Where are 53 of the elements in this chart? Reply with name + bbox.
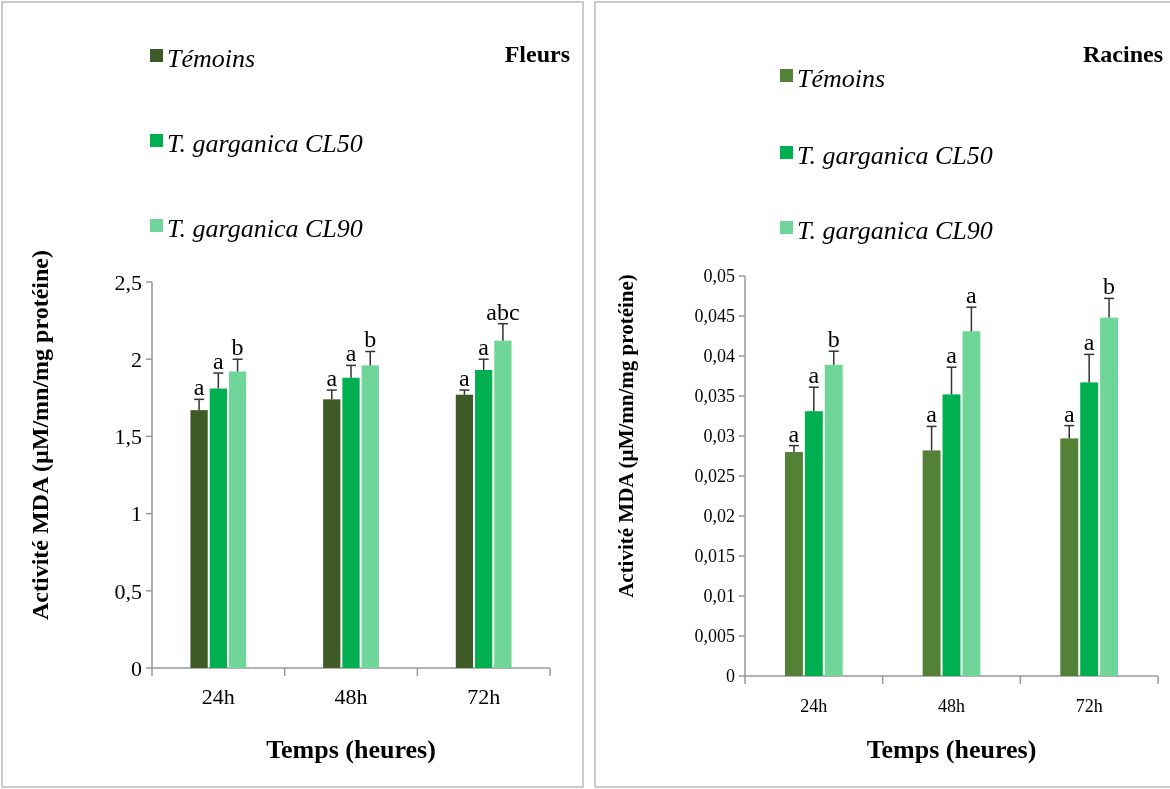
x-tick-label: 72h bbox=[1075, 696, 1103, 716]
annotation: a bbox=[808, 362, 820, 389]
y-tick-label: 2 bbox=[131, 346, 142, 372]
y-tick-label: 1 bbox=[131, 501, 142, 527]
chart-title: Fleurs bbox=[504, 41, 570, 67]
y-tick-label: 2,5 bbox=[114, 269, 142, 295]
y-tick-label: 0 bbox=[726, 666, 735, 687]
legend-label: Témoins bbox=[797, 64, 886, 94]
y-axis-title: Activité MDA (µM/mn/mg protéine) bbox=[614, 274, 638, 598]
annotation: a bbox=[926, 401, 938, 428]
annotation: b bbox=[231, 334, 244, 361]
annotation: b bbox=[827, 326, 840, 353]
annotation: a bbox=[345, 340, 357, 367]
legend-label: T. garganica CL90 bbox=[797, 216, 993, 246]
annotation: abc bbox=[486, 298, 520, 325]
annotation: a bbox=[788, 420, 800, 447]
legend-label: T. garganica CL50 bbox=[167, 129, 363, 159]
x-axis-title: Temps (heures) bbox=[266, 735, 436, 764]
x-tick-label: 48h bbox=[334, 684, 368, 709]
x-tick-label: 48h bbox=[938, 696, 965, 716]
y-tick-label: 0,025 bbox=[694, 466, 735, 487]
legend-label: Témoins bbox=[167, 44, 256, 74]
y-axis-title: Activité MDA (µM/mn/mg protéine) bbox=[27, 250, 53, 620]
x-axis-title: Temps (heures) bbox=[866, 735, 1037, 764]
annotation: b bbox=[364, 326, 377, 353]
annotation: a bbox=[966, 282, 978, 309]
y-tick-label: 0,02 bbox=[703, 506, 735, 527]
y-tick-label: 0 bbox=[131, 655, 142, 681]
chart-title: Racines bbox=[1083, 41, 1163, 67]
annotation: a bbox=[459, 365, 471, 392]
annotation: a bbox=[213, 348, 225, 375]
annotation: a bbox=[478, 334, 490, 361]
x-tick-label: 72h bbox=[467, 684, 501, 709]
legend-label: T. garganica CL50 bbox=[797, 141, 993, 171]
annotation: a bbox=[1063, 400, 1075, 427]
y-tick-label: 0,05 bbox=[703, 266, 735, 287]
annotation: a bbox=[1083, 329, 1095, 356]
y-tick-label: 0,01 bbox=[703, 586, 735, 607]
y-tick-label: 0,015 bbox=[694, 546, 735, 567]
annotation: a bbox=[193, 374, 205, 401]
legend-label: T. garganica CL90 bbox=[167, 214, 363, 244]
y-tick-label: 0,5 bbox=[114, 578, 142, 604]
y-tick-label: 0,045 bbox=[694, 306, 735, 327]
y-tick-label: 0,035 bbox=[694, 386, 735, 407]
y-tick-label: 0,03 bbox=[703, 426, 735, 447]
annotation: a bbox=[946, 342, 958, 369]
annotation: b bbox=[1103, 273, 1116, 300]
x-tick-label: 24h bbox=[201, 684, 235, 709]
y-tick-label: 0,005 bbox=[694, 626, 735, 647]
y-tick-label: 1,5 bbox=[114, 424, 142, 450]
x-tick-label: 24h bbox=[800, 696, 828, 716]
annotation: a bbox=[326, 365, 338, 392]
y-tick-label: 0,04 bbox=[703, 346, 735, 367]
